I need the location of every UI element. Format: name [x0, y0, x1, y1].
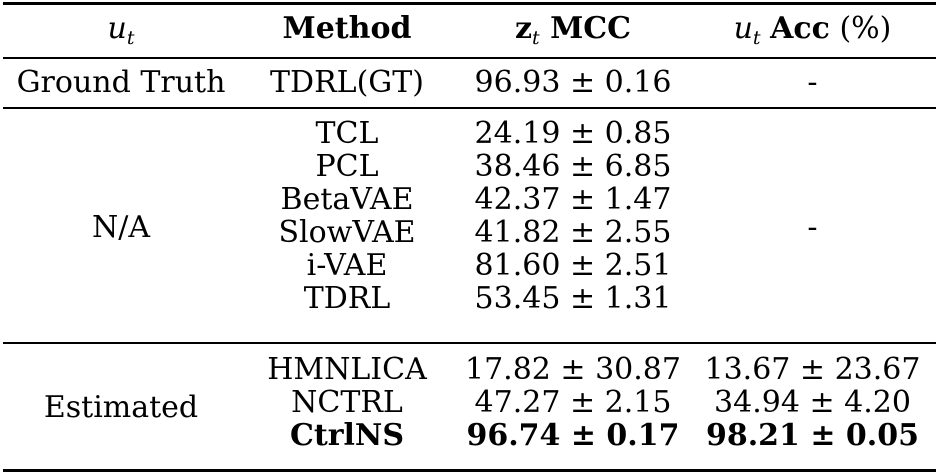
group-estimated-mcc: 17.82 ± 30.87 47.27 ± 2.15 96.74 ± 0.17: [457, 353, 689, 452]
table-row-mcc: 17.82 ± 30.87: [465, 352, 681, 387]
header-ut: ut: [107, 11, 135, 49]
table-row-method: TDRL(GT): [270, 65, 424, 100]
table-row-mcc: 42.37 ± 1.47: [474, 182, 672, 217]
group-na-label: N/A: [91, 210, 151, 245]
table-row-mcc: 53.45 ± 1.31: [474, 281, 672, 316]
table-row-mcc: 47.27 ± 2.15: [474, 385, 672, 420]
table-row-acc: 13.67 ± 23.67: [704, 352, 921, 387]
table-row-method: TDRL: [303, 281, 391, 316]
header-mcc: zt MCC: [514, 11, 632, 49]
table-row-mcc: 24.19 ± 0.85: [474, 116, 672, 151]
table-row-mcc: 38.46 ± 6.85: [474, 149, 672, 184]
group-na-mcc: 24.19 ± 0.85 38.46 ± 6.85 42.37 ± 1.47 4…: [457, 117, 689, 315]
group-na-acc: -: [807, 210, 818, 245]
table-row-method: PCL: [315, 149, 379, 184]
table-row-mcc: 81.60 ± 2.51: [474, 248, 672, 283]
bottom-rule: [3, 469, 936, 472]
table-row-mcc: 41.82 ± 2.55: [474, 215, 672, 250]
group-estimated-acc: 13.67 ± 23.67 34.94 ± 4.20 98.21 ± 0.05: [689, 353, 936, 452]
table-row-acc-highlight: 98.21 ± 0.05: [705, 418, 920, 453]
table-row-mcc: 96.93 ± 0.16: [474, 65, 672, 100]
group-estimated-methods: HMNLICA NCTRL CtrlNS: [237, 353, 457, 452]
group-rule: [3, 342, 936, 344]
table-row-method-highlight: CtrlNS: [289, 418, 405, 453]
top-rule: [3, 2, 936, 5]
header-method: Method: [282, 11, 412, 46]
table-row-acc: -: [807, 65, 818, 100]
table-row-method: NCTRL: [291, 385, 403, 420]
table-row-method: i-VAE: [306, 248, 388, 283]
group-na-methods: TCL PCL BetaVAE SlowVAE i-VAE TDRL: [237, 117, 457, 315]
header-acc: ut Acc (%): [733, 11, 892, 49]
header-rule: [3, 57, 936, 59]
table-row-method: TCL: [315, 116, 379, 151]
table-row-method: BetaVAE: [280, 182, 414, 217]
table-row-acc: 34.94 ± 4.20: [714, 385, 911, 420]
group-rule: [3, 107, 936, 109]
table-row-method: HMNLICA: [267, 352, 427, 387]
group-ground-truth-label: Ground Truth: [16, 65, 226, 100]
group-estimated-label: Estimated: [43, 390, 199, 425]
table-row-mcc-highlight: 96.74 ± 0.17: [466, 418, 680, 453]
table-row-method: SlowVAE: [278, 215, 416, 250]
